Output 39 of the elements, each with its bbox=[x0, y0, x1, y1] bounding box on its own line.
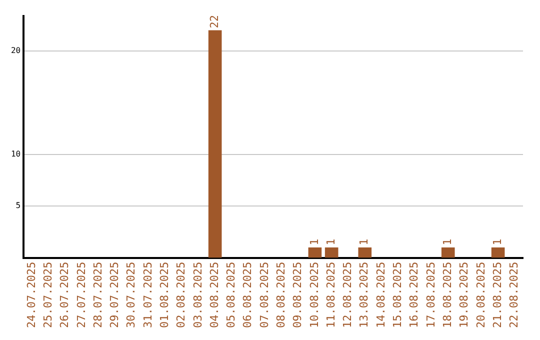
x-tick-label: 19.08.2025 bbox=[458, 262, 471, 328]
x-tick-label: 18.08.2025 bbox=[440, 262, 454, 328]
y-tick-label: 20 bbox=[10, 46, 21, 56]
x-tick-label: 17.08.2025 bbox=[424, 262, 438, 328]
x-tick-label: 04.08.2025 bbox=[208, 262, 221, 328]
x-tick-label: 06.08.2025 bbox=[241, 262, 254, 328]
x-tick-label: 05.08.2025 bbox=[224, 262, 238, 328]
data-label: 1 bbox=[490, 238, 504, 246]
x-tick-label: 10.08.2025 bbox=[308, 262, 321, 328]
x-tick-label: 03.08.2025 bbox=[191, 262, 204, 328]
x-tick-label: 14.08.2025 bbox=[374, 262, 388, 328]
x-tick-label: 30.07.2025 bbox=[124, 262, 138, 328]
x-tick-label: 02.08.2025 bbox=[174, 262, 188, 328]
x-tick-label: 29.07.2025 bbox=[108, 262, 122, 328]
x-tick-label: 13.08.2025 bbox=[358, 262, 371, 328]
data-label: 1 bbox=[440, 238, 454, 246]
x-tick-label: 16.08.2025 bbox=[408, 262, 421, 328]
data-label: 22 bbox=[208, 15, 221, 28]
x-tick-label: 11.08.2025 bbox=[324, 262, 338, 328]
x-tick-label: 07.08.2025 bbox=[258, 262, 271, 328]
x-tick-label: 12.08.2025 bbox=[341, 262, 354, 328]
x-tick-label: 28.07.2025 bbox=[91, 262, 104, 328]
x-tick-label: 15.08.2025 bbox=[391, 262, 404, 328]
x-tick-label: 31.07.2025 bbox=[141, 262, 154, 328]
y-tick-label: 10 bbox=[10, 149, 21, 158]
data-label: 1 bbox=[308, 238, 321, 246]
x-tick-label: 09.08.2025 bbox=[291, 262, 304, 328]
x-tick-label: 21.08.2025 bbox=[490, 262, 504, 328]
y-tick-label: 5 bbox=[16, 201, 21, 210]
x-tick-label: 20.08.2025 bbox=[474, 262, 488, 328]
x-tick-label: 01.08.2025 bbox=[158, 262, 171, 328]
data-label: 1 bbox=[358, 238, 371, 246]
x-tick-label: 26.07.2025 bbox=[58, 262, 72, 328]
data-label: 1 bbox=[324, 238, 338, 246]
x-tick-label: 08.08.2025 bbox=[274, 262, 288, 328]
x-tick-label: 22.08.2025 bbox=[508, 262, 521, 328]
x-tick-label: 24.07.2025 bbox=[24, 262, 38, 328]
x-tick-label: 25.07.2025 bbox=[41, 262, 54, 328]
x-tick-label: 27.07.2025 bbox=[74, 262, 88, 328]
